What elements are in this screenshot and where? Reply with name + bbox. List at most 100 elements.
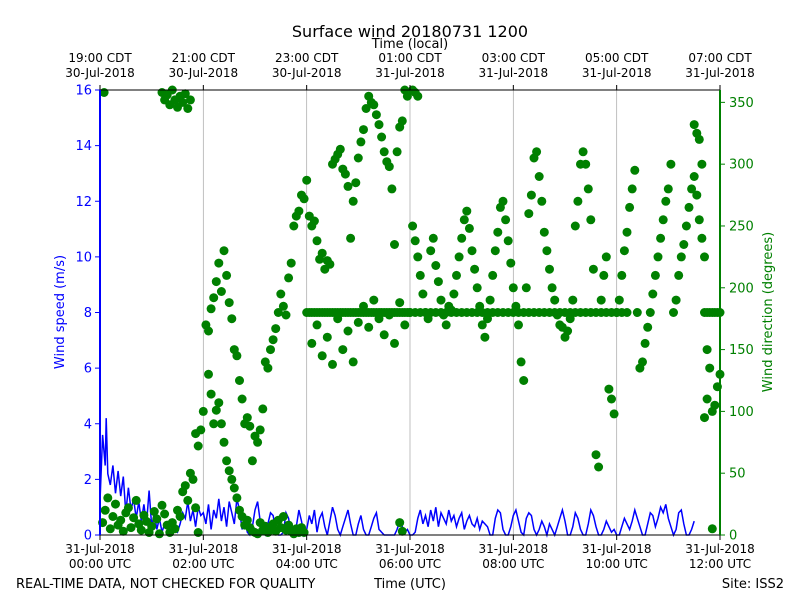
- x-bottom-tick-time: 00:00 UTC: [69, 557, 131, 571]
- direction-point: [627, 184, 637, 194]
- direction-point: [640, 338, 650, 348]
- x-top-tick-date: 31-Jul-2018: [685, 66, 755, 80]
- x-bottom-tick-time: 08:00 UTC: [482, 557, 544, 571]
- direction-point: [638, 357, 647, 367]
- top-axis-label: Time (local): [371, 37, 448, 52]
- direction-point: [565, 314, 575, 324]
- x-top-tick-time: 03:00 CDT: [482, 51, 546, 65]
- direction-point: [387, 184, 397, 194]
- x-bottom-tick-date: 31-Jul-2018: [479, 542, 549, 556]
- direction-point: [353, 153, 363, 163]
- direction-point: [242, 413, 252, 423]
- direction-point: [253, 437, 263, 447]
- direction-point: [103, 493, 113, 503]
- direction-point: [379, 330, 389, 340]
- direction-point: [550, 295, 560, 305]
- direction-point: [614, 295, 624, 305]
- direction-point: [229, 483, 239, 493]
- direction-point: [674, 270, 684, 280]
- direction-point: [679, 240, 689, 249]
- direction-point: [108, 512, 118, 521]
- direction-point: [222, 270, 232, 280]
- direction-point: [338, 345, 348, 355]
- direction-point: [118, 526, 128, 536]
- x-bottom-tick-time: 12:00 UTC: [689, 557, 751, 571]
- x-bottom-tick-date: 31-Jul-2018: [169, 542, 239, 556]
- direction-point: [377, 132, 387, 142]
- direction-point: [242, 515, 252, 525]
- direction-point: [694, 215, 704, 225]
- direction-point: [418, 289, 428, 299]
- y-right-tick-label: 100: [729, 405, 754, 420]
- direction-point: [390, 338, 399, 348]
- direction-point: [255, 425, 265, 435]
- direction-point: [534, 172, 544, 181]
- direction-point: [542, 246, 552, 256]
- direction-point: [454, 252, 464, 262]
- direction-point: [346, 233, 356, 243]
- direction-point: [661, 196, 671, 206]
- direction-point: [588, 264, 598, 274]
- direction-point: [245, 421, 255, 431]
- direction-point: [180, 481, 190, 491]
- direction-point: [488, 270, 498, 280]
- direction-point: [472, 283, 482, 293]
- direction-point: [625, 202, 635, 212]
- direction-point: [196, 425, 206, 435]
- direction-point: [278, 512, 288, 521]
- direction-point: [586, 215, 596, 225]
- direction-point: [521, 283, 531, 293]
- direction-point: [185, 95, 195, 105]
- direction-point: [111, 499, 120, 509]
- y-right-tick-label: 350: [729, 96, 754, 111]
- direction-point: [457, 233, 467, 243]
- direction-point: [449, 289, 459, 299]
- direction-point: [410, 236, 420, 246]
- y-right-tick-label: 50: [729, 467, 746, 482]
- direction-point: [353, 317, 363, 327]
- direction-point: [209, 293, 219, 303]
- y-right-tick-label: 250: [729, 219, 754, 234]
- direction-point: [299, 528, 309, 537]
- y-left-tick-label: 4: [84, 417, 92, 432]
- direction-point: [317, 351, 327, 361]
- direction-point: [477, 320, 487, 330]
- direction-point: [681, 221, 691, 231]
- direction-point: [402, 91, 412, 101]
- direction-point: [364, 322, 374, 332]
- direction-point: [325, 259, 335, 269]
- x-top-tick-date: 30-Jul-2018: [272, 66, 342, 80]
- direction-point: [154, 529, 164, 539]
- direction-point: [599, 270, 609, 280]
- direction-point: [539, 227, 549, 237]
- direction-point: [697, 159, 707, 169]
- direction-point: [129, 513, 139, 523]
- direction-point: [464, 223, 474, 233]
- direction-point: [671, 295, 681, 305]
- direction-point: [514, 320, 523, 330]
- x-bottom-tick-time: 02:00 UTC: [172, 557, 234, 571]
- direction-point: [263, 363, 273, 373]
- direction-point: [622, 227, 632, 237]
- direction-point: [666, 159, 676, 169]
- direction-point: [573, 196, 583, 206]
- direction-point: [160, 509, 170, 519]
- direction-point: [116, 515, 126, 525]
- direction-point: [219, 437, 229, 447]
- direction-point: [322, 332, 332, 342]
- direction-point: [136, 525, 146, 535]
- direction-point: [643, 322, 653, 332]
- x-bottom-tick-time: 06:00 UTC: [379, 557, 441, 571]
- direction-point: [503, 236, 513, 246]
- direction-point: [700, 413, 709, 423]
- direction-point: [369, 100, 379, 110]
- direction-series: [98, 85, 725, 539]
- direction-point: [193, 441, 203, 451]
- direction-point: [408, 221, 418, 231]
- direction-point: [157, 500, 167, 510]
- direction-point: [684, 202, 694, 212]
- y-left-tick-label: 6: [84, 362, 92, 377]
- direction-point: [123, 503, 133, 513]
- direction-point: [206, 304, 216, 314]
- direction-point: [211, 277, 221, 287]
